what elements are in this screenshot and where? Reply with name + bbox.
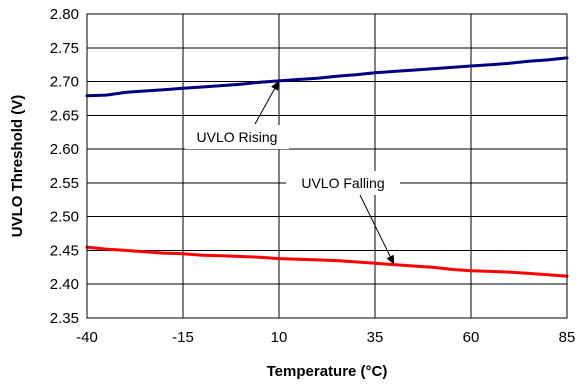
x-tick-label: -15: [172, 329, 194, 346]
uvlo-rising-arrowhead: [271, 80, 279, 91]
uvlo-falling-label-box: [286, 171, 400, 195]
x-tick-label: 10: [271, 329, 288, 346]
uvlo-falling-arrowhead: [386, 254, 395, 265]
tick-labels: 2.35 2.40 2.45 2.50 2.55 2.60 2.65 2.70 2.75 2.80…: [50, 6, 576, 346]
uvlo-falling-label: UVLO Falling: [301, 175, 384, 191]
y-tick-label: 2.60: [50, 141, 79, 158]
y-tick-label: 2.80: [50, 6, 79, 23]
y-tick-label: 2.50: [50, 209, 79, 226]
x-axis-title: Temperature (°C): [267, 363, 388, 380]
y-tick-label: 2.40: [50, 276, 79, 293]
x-tick-label: -40: [76, 329, 98, 346]
y-tick-label: 2.45: [50, 242, 79, 259]
plot-border: [86, 13, 568, 319]
series-lines: [85, 56, 569, 278]
uvlo-falling-arrow: [359, 194, 395, 265]
y-tick-label: 2.75: [50, 40, 79, 57]
annotations: UVLO Rising UVLO Falling: [185, 80, 400, 265]
y-tick-label: 2.70: [50, 74, 79, 91]
plot-frame: [86, 13, 568, 319]
uvlo-falling-line: [85, 245, 569, 278]
y-tick-label: 2.55: [50, 175, 79, 192]
y-axis-title: UVLO Threshold (V): [9, 95, 26, 238]
x-tick-label: 60: [463, 329, 480, 346]
uvlo-rising-label: UVLO Rising: [197, 129, 278, 145]
uvlo-rising-line: [85, 56, 569, 98]
y-tick-label: 2.65: [50, 107, 79, 124]
x-tick-label: 85: [559, 329, 576, 346]
y-tick-label: 2.35: [50, 310, 79, 327]
uvlo-rising-label-box: [185, 125, 289, 149]
x-tick-label: 35: [367, 329, 384, 346]
